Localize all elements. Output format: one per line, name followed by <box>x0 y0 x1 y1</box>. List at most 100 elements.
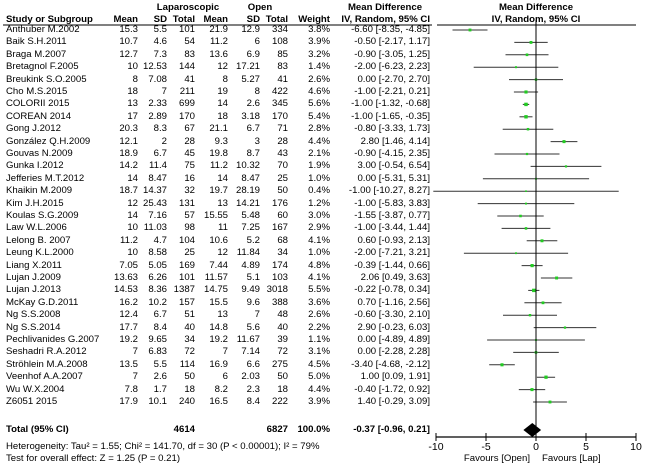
study-w: 0.4% <box>308 185 330 197</box>
study-ln: 104 <box>178 234 195 246</box>
effect-marker <box>524 102 528 107</box>
study-on: 167 <box>271 222 288 234</box>
study-lm: 18.7 <box>119 185 138 197</box>
study-name: González Q.H.2009 <box>6 135 91 147</box>
study-ln: 157 <box>178 296 195 308</box>
study-lsd: 6.7 <box>153 148 167 159</box>
study-on: 222 <box>271 396 288 407</box>
study-osd: 5.6 <box>246 321 260 333</box>
study-ci: 2.90 [-0.23, 6.03] <box>357 321 430 333</box>
study-osd: 2.3 <box>246 383 260 395</box>
study-lm: 14.2 <box>119 160 138 172</box>
study-osd: 7.14 <box>241 346 260 358</box>
study-on: 345 <box>271 98 288 110</box>
study-om: 12 <box>217 61 228 73</box>
study-ci: -0.60 [-3.30, 2.10] <box>354 309 430 321</box>
study-ln: 170 <box>178 110 195 122</box>
study-on: 40 <box>277 321 288 333</box>
study-lm: 13 <box>127 98 138 110</box>
study-ln: 54 <box>184 36 195 48</box>
effect-marker <box>524 115 528 119</box>
study-on: 68 <box>277 234 288 246</box>
study-lm: 14.53 <box>113 284 138 296</box>
study-on: 72 <box>277 346 288 358</box>
study-name: Koulas S.G.2009 <box>6 210 79 221</box>
study-name: Ng S.S.2008 <box>6 309 61 321</box>
study-ln: 41 <box>184 73 195 85</box>
study-on: 34 <box>277 247 288 259</box>
total-lap-n: 4614 <box>173 424 195 435</box>
study-om: 18 <box>217 110 228 122</box>
study-om: 21.9 <box>209 24 228 35</box>
study-name: Anthuber M.2002 <box>6 24 80 35</box>
study-osd: 6.6 <box>246 358 260 370</box>
study-om: 14 <box>217 98 228 110</box>
effect-marker <box>525 202 527 205</box>
study-on: 176 <box>271 197 288 209</box>
study-osd: 6.7 <box>246 123 260 135</box>
effect-marker <box>515 66 517 69</box>
effect-marker <box>563 326 567 329</box>
study-om: 13 <box>217 197 228 209</box>
study-name: Braga M.2007 <box>6 48 67 60</box>
total-label: Total (95% CI) <box>6 424 69 435</box>
study-lm: 14 <box>127 210 138 221</box>
study-ln: 98 <box>184 222 195 234</box>
x-tick-label: 5 <box>583 441 589 453</box>
study-ln: 83 <box>184 48 195 60</box>
x-tick-label: -10 <box>428 441 444 453</box>
effect-marker <box>530 264 534 268</box>
study-on: 3018 <box>266 284 288 296</box>
study-osd: 9.6 <box>246 296 260 308</box>
study-om: 14 <box>217 172 228 184</box>
study-ci: -0.50 [-2.17, 1.17] <box>354 36 430 48</box>
study-lsd: 7 <box>161 86 167 97</box>
study-om: 19.7 <box>209 185 228 197</box>
study-name: Seshadri R.A.2012 <box>6 346 87 358</box>
study-lm: 12.4 <box>119 309 138 321</box>
study-ci: 1.00 [0.09, 1.91] <box>360 371 430 383</box>
header-md-left: Mean Difference <box>347 2 423 13</box>
study-lsd: 25.43 <box>142 197 167 209</box>
study-name: Baik S.H.2011 <box>6 36 67 48</box>
study-lm: 7.05 <box>119 259 138 271</box>
study-ln: 72 <box>184 346 195 358</box>
study-lm: 14 <box>127 172 138 184</box>
study-lm: 12 <box>127 197 138 209</box>
study-w: 3.2% <box>308 48 330 60</box>
study-on: 70 <box>277 160 288 172</box>
study-lsd: 2.33 <box>148 98 167 110</box>
study-lsd: 12.53 <box>142 61 167 73</box>
study-on: 108 <box>271 36 288 48</box>
study-lsd: 14.37 <box>142 185 167 197</box>
header-open: Open <box>247 2 273 13</box>
study-lsd: 8.36 <box>148 284 167 296</box>
study-on: 422 <box>271 86 288 97</box>
study-w: 4.4% <box>308 135 330 147</box>
study-name: Gunka I.2012 <box>6 160 64 172</box>
effect-marker <box>530 388 534 392</box>
study-ci: 3.00 [-0.54, 6.54] <box>357 160 430 172</box>
study-osd: 17.21 <box>235 61 260 73</box>
study-om: 7 <box>222 346 228 358</box>
study-ci: -1.00 [-1.32, -0.68] <box>351 98 430 110</box>
study-om: 13 <box>217 309 228 321</box>
study-osd: 8 <box>254 86 260 97</box>
study-lsd: 4.7 <box>153 234 167 246</box>
study-ln: 144 <box>178 61 195 73</box>
study-w: 5.0% <box>308 371 330 383</box>
total-diamond <box>523 423 542 437</box>
study-on: 50 <box>277 185 288 197</box>
study-w: 3.9% <box>308 36 330 48</box>
study-lsd: 2.6 <box>153 371 167 383</box>
study-on: 41 <box>277 73 288 85</box>
study-on: 174 <box>271 259 288 271</box>
study-osd: 3.18 <box>241 110 260 122</box>
study-ci: 0.00 [-5.31, 5.31] <box>357 172 430 184</box>
study-om: 11.57 <box>204 272 228 283</box>
study-w: 3.8% <box>308 24 330 35</box>
study-w: 1.0% <box>308 172 330 184</box>
study-ci: -1.55 [-3.87, 0.77] <box>354 210 430 221</box>
study-ci: 0.00 [-2.28, 2.28] <box>357 346 430 358</box>
